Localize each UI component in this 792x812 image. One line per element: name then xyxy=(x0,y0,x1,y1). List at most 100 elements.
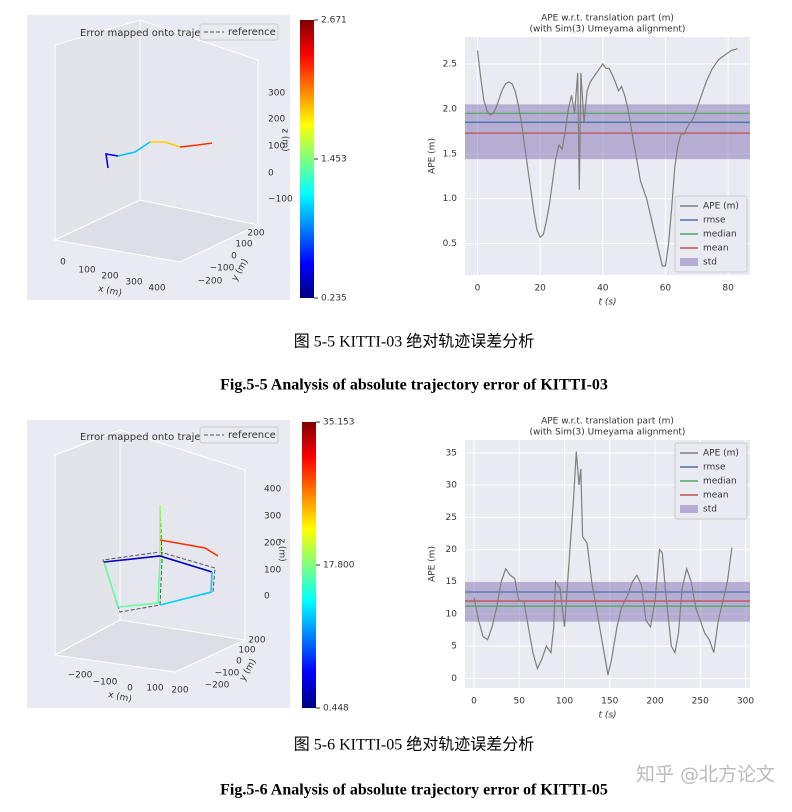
ape-line xyxy=(473,451,733,676)
x-tick-label: 0 xyxy=(471,697,477,707)
legend-box xyxy=(674,195,748,273)
watermark: 知乎 @北方论文 xyxy=(636,764,775,786)
z-axis-label: z (m) xyxy=(280,128,290,151)
legend-label: rmse xyxy=(703,463,726,473)
chart-subtitle: (with Sim(3) Umeyama alignment) xyxy=(530,25,686,35)
legend-swatch xyxy=(680,505,698,513)
trajectory-b xyxy=(102,504,219,613)
y-tick-label: 10 xyxy=(446,609,458,619)
z-tick-label: 300 xyxy=(268,89,285,99)
caption-en: Fig.5-5 Analysis of absolute trajectory … xyxy=(220,377,608,394)
y-tick-label: 1.0 xyxy=(443,194,458,204)
x-tick-label: 0 xyxy=(127,684,133,694)
y-tick-label: 35 xyxy=(446,448,457,458)
colorbar-tick-label: 17.800 xyxy=(323,561,355,571)
legend-label: median xyxy=(703,477,737,487)
ape-line xyxy=(476,48,738,267)
y-tick-label: 0.5 xyxy=(443,239,457,249)
x-tick-label: 300 xyxy=(125,278,142,288)
y-tick-label: 20 xyxy=(446,545,458,555)
z-tick-label: 100 xyxy=(264,566,281,576)
chart-subtitle: (with Sim(3) Umeyama alignment) xyxy=(530,428,686,438)
x-tick-label: 80 xyxy=(722,284,734,294)
legend-label: mean xyxy=(703,244,729,254)
x-tick-label: 400 xyxy=(148,284,165,294)
caption-en: Fig.5-6 Analysis of absolute trajectory … xyxy=(220,782,608,799)
legend-box xyxy=(199,426,279,444)
legend-label: reference xyxy=(228,430,276,441)
y-tick-label: −200 xyxy=(205,681,230,691)
caption-cn: 图 5-6 KITTI-05 绝对轨迹误差分析 xyxy=(294,736,534,754)
x-tick-label: 60 xyxy=(660,284,672,294)
x-axis-label: x (m) xyxy=(107,690,133,705)
legend-label: APE (m) xyxy=(703,202,739,212)
x-tick-label: 100 xyxy=(78,266,95,276)
y-tick-label: 100 xyxy=(235,240,252,250)
y-axis-label: APE (m) xyxy=(428,138,438,174)
x-tick-label: 200 xyxy=(646,697,663,707)
z-tick-label: 100 xyxy=(268,142,285,152)
y-tick-label: 100 xyxy=(238,646,255,656)
y-tick-label: 30 xyxy=(446,481,458,491)
z-tick-label: 200 xyxy=(268,115,285,125)
y-tick-label: 0 xyxy=(451,674,457,684)
z-tick-label: 200 xyxy=(264,539,281,549)
z-tick-label: 0 xyxy=(268,169,274,179)
y-axis-label: APE (m) xyxy=(428,546,438,582)
x-tick-label: 100 xyxy=(556,697,573,707)
x-axis-label: t (s) xyxy=(598,711,616,721)
std-band xyxy=(465,104,750,160)
y-tick-label: 2.0 xyxy=(443,104,458,114)
legend-label: rmse xyxy=(703,216,726,226)
y-tick-label: 200 xyxy=(247,229,264,239)
x-tick-label: 200 xyxy=(171,686,188,696)
x-axis-label: x (m) xyxy=(97,284,123,299)
y-tick-label: 25 xyxy=(446,513,457,523)
x-tick-label: −100 xyxy=(93,678,118,688)
legend-label: reference xyxy=(228,27,276,38)
chart-title: APE w.r.t. translation part (m) xyxy=(541,417,674,427)
legend-label: std xyxy=(703,505,717,515)
x-tick-label: 100 xyxy=(146,684,163,694)
caption-cn: 图 5-5 KITTI-03 绝对轨迹误差分析 xyxy=(294,333,534,351)
z-tick-label: −100 xyxy=(268,195,293,205)
legend-box xyxy=(674,442,748,520)
legend-label: std xyxy=(703,258,717,268)
y-tick-label: 0 xyxy=(236,657,242,667)
colorbar-tick-label: 0.448 xyxy=(323,704,349,714)
plot3d-title: Error mapped onto trajectory xyxy=(80,432,226,443)
legend-box xyxy=(199,23,279,41)
x-tick-label: 0 xyxy=(60,258,66,268)
x-tick-label: 200 xyxy=(101,272,118,282)
colorbar-tick-label: 35.153 xyxy=(323,418,355,428)
x-axis-label: t (s) xyxy=(598,298,616,308)
plot3d-panes xyxy=(27,15,290,708)
legend-swatch xyxy=(680,258,698,266)
y-tick-label: −100 xyxy=(215,669,240,679)
colorbar xyxy=(300,20,314,298)
x-tick-label: −200 xyxy=(68,671,93,681)
plot3d-title: Error mapped onto trajectory xyxy=(80,28,226,39)
y-tick-label: −100 xyxy=(210,264,235,274)
y-tick-label: 1.5 xyxy=(443,149,457,159)
colorbar-tick-label: 1.453 xyxy=(321,155,347,165)
colorbar-tick-label: 0.235 xyxy=(321,294,347,304)
x-tick-label: 20 xyxy=(534,284,546,294)
legend-label: mean xyxy=(703,491,729,501)
y-tick-label: 0 xyxy=(231,252,237,262)
colorbar xyxy=(302,422,316,708)
z-axis-label: z (m) xyxy=(277,538,287,561)
y-tick-label: 200 xyxy=(248,636,265,646)
y-tick-label: 2.5 xyxy=(443,59,457,69)
x-tick-label: 50 xyxy=(514,697,526,707)
x-tick-label: 250 xyxy=(692,697,709,707)
chart-title: APE w.r.t. translation part (m) xyxy=(541,14,674,24)
y-tick-label: 5 xyxy=(451,642,457,652)
y-tick-label: 15 xyxy=(446,577,457,587)
y-tick-label: −200 xyxy=(198,277,223,287)
legend-label: APE (m) xyxy=(703,449,739,459)
colorbar-tick-label: 2.671 xyxy=(321,16,347,26)
x-tick-label: 300 xyxy=(737,697,754,707)
z-tick-label: 0 xyxy=(264,592,270,602)
